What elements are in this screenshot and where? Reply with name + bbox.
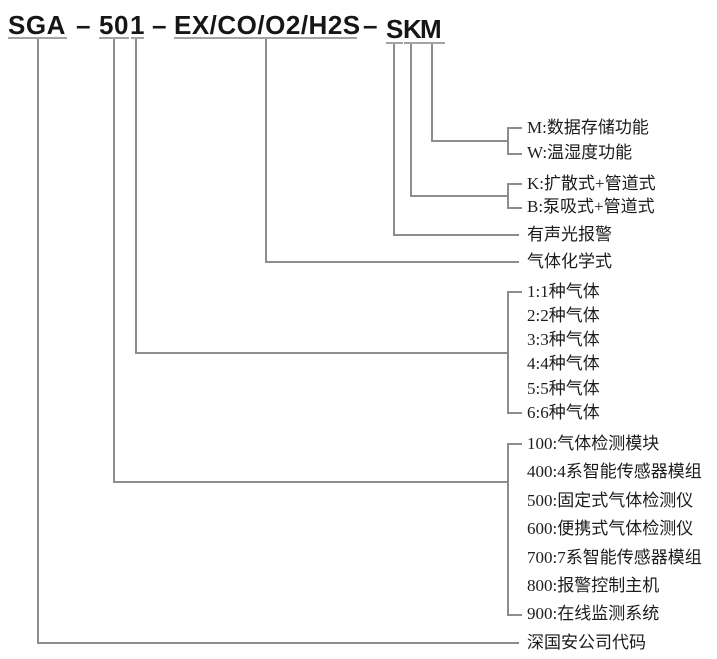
alarm-flag-code: S [386, 14, 404, 44]
leader-storage-vline [431, 44, 433, 142]
leader-gas-formula-hline [265, 261, 519, 263]
leader-gas-formula-vline [265, 39, 267, 263]
gas-formula-code: EX/CO/O2/H2S [174, 10, 361, 40]
legend-gas-count-2: 2:2种气体 [527, 306, 600, 325]
legend-alarm-note: 有声光报警 [527, 225, 612, 244]
legend-series-900: 900:在线监测系统 [527, 604, 660, 623]
bracket-series-tick-bottom [507, 614, 522, 616]
legend-series-400: 400:4系智能传感器模组 [527, 462, 702, 481]
leader-series-hline [113, 481, 509, 483]
legend-series-800: 800:报警控制主机 [527, 576, 660, 595]
legend-series-700: 700:7系智能传感器模组 [527, 548, 702, 567]
leader-sampling-hline [410, 195, 509, 197]
underline-series [99, 37, 129, 39]
bracket-sampling-tick-bottom [507, 207, 522, 209]
storage-flag-code: M [420, 14, 443, 44]
leader-gas-count-hline [135, 352, 509, 354]
bracket-gas-count-vline [507, 291, 509, 414]
bracket-gas-count-tick-top [507, 291, 522, 293]
underline-alarm-flag [386, 42, 403, 44]
legend-series-500: 500:固定式气体检测仪 [527, 491, 694, 510]
underline-gas-formula [174, 37, 357, 39]
sampling-flag-code: K [403, 14, 423, 44]
series-code: 50 [99, 10, 129, 40]
bracket-sampling-tick-top [507, 183, 522, 185]
bracket-series-vline [507, 443, 509, 616]
bracket-storage-vline [507, 127, 509, 155]
leader-sampling-vline [410, 44, 412, 197]
underline-storage-flag [420, 42, 445, 44]
legend-series-100: 100:气体检测模块 [527, 434, 660, 453]
leader-series-vline [113, 39, 115, 483]
underline-gas-count [131, 37, 144, 39]
bracket-sampling-vline [507, 183, 509, 209]
legend-sampling-b: B:泵吸式+管道式 [527, 197, 655, 216]
leader-alarm-hline [393, 234, 519, 236]
legend-gas-count-4: 4:4种气体 [527, 354, 600, 373]
leader-gas-count-vline [135, 39, 137, 354]
legend-formula-note: 气体化学式 [527, 252, 612, 271]
dash-separator: – [363, 10, 378, 40]
leader-storage-hline [431, 140, 509, 142]
legend-series-600: 600:便携式气体检测仪 [527, 519, 694, 538]
underline-company [8, 37, 67, 39]
leader-company-vline [37, 39, 39, 643]
legend-sampling-k: K:扩散式+管道式 [527, 174, 656, 193]
legend-gas-count-1: 1:1种气体 [527, 282, 600, 301]
bracket-series-tick-top [507, 443, 522, 445]
legend-gas-count-3: 3:3种气体 [527, 330, 600, 349]
bracket-storage-tick-top [507, 127, 522, 129]
leader-company-hline [37, 642, 519, 644]
gas-count-code: 1 [130, 10, 145, 40]
company-code: SGA [8, 10, 66, 40]
underline-sampling-flag [404, 42, 420, 44]
legend-gas-count-6: 6:6种气体 [527, 403, 600, 422]
bracket-gas-count-tick-bottom [507, 412, 522, 414]
leader-alarm-vline [393, 44, 395, 236]
legend-storage-m: M:数据存储功能 [527, 118, 649, 137]
legend-company-note: 深国安公司代码 [527, 633, 646, 652]
bracket-storage-tick-bottom [507, 153, 522, 155]
legend-storage-w: W:温湿度功能 [527, 143, 633, 162]
dash-separator: – [76, 10, 91, 40]
legend-gas-count-5: 5:5种气体 [527, 379, 600, 398]
dash-separator: – [152, 10, 167, 40]
